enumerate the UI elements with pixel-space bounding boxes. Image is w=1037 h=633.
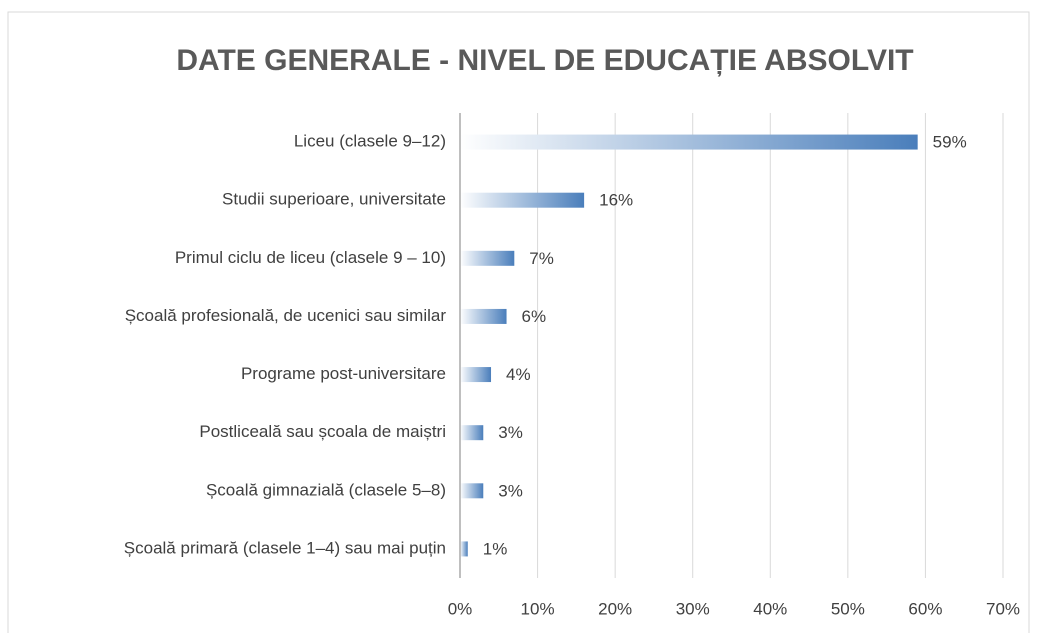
y-tick-label: Școală gimnazială (clasele 5–8) xyxy=(206,480,446,499)
y-tick-label: Programe post-universitare xyxy=(241,364,446,383)
bar xyxy=(460,192,585,208)
value-label: 6% xyxy=(522,307,547,326)
bar xyxy=(460,367,492,383)
value-label: 3% xyxy=(498,423,523,442)
bar xyxy=(460,250,515,266)
chart-title: DATE GENERALE - NIVEL DE EDUCAȚIE ABSOLV… xyxy=(176,44,913,77)
x-tick-label: 0% xyxy=(448,599,473,618)
bar xyxy=(460,483,484,499)
bar xyxy=(460,425,484,441)
y-tick-label: Primul ciclu de liceu (clasele 9 – 10) xyxy=(175,248,446,267)
x-tick-label: 70% xyxy=(986,599,1020,618)
y-tick-label: Liceu (clasele 9–12) xyxy=(294,132,446,151)
y-tick-label: Studii superioare, universitate xyxy=(222,190,446,209)
bar xyxy=(460,308,507,324)
value-label: 16% xyxy=(599,191,633,210)
value-label: 1% xyxy=(483,539,508,558)
y-tick-label: Postliceală sau școala de maiștri xyxy=(199,422,446,441)
value-label: 59% xyxy=(933,133,967,152)
x-tick-label: 30% xyxy=(676,599,710,618)
bar xyxy=(460,134,918,150)
value-label: 7% xyxy=(529,249,554,268)
bar xyxy=(460,541,468,557)
x-tick-label: 10% xyxy=(521,599,555,618)
x-tick-label: 50% xyxy=(831,599,865,618)
x-tick-label: 60% xyxy=(908,599,942,618)
x-tick-label: 20% xyxy=(598,599,632,618)
y-tick-label: Școală profesională, de ucenici sau simi… xyxy=(125,306,447,325)
y-tick-label: Școală primară (clasele 1–4) sau mai puț… xyxy=(124,538,446,557)
value-label: 3% xyxy=(498,481,523,500)
chart-border xyxy=(7,11,1030,633)
x-tick-label: 40% xyxy=(753,599,787,618)
value-label: 4% xyxy=(506,365,531,384)
